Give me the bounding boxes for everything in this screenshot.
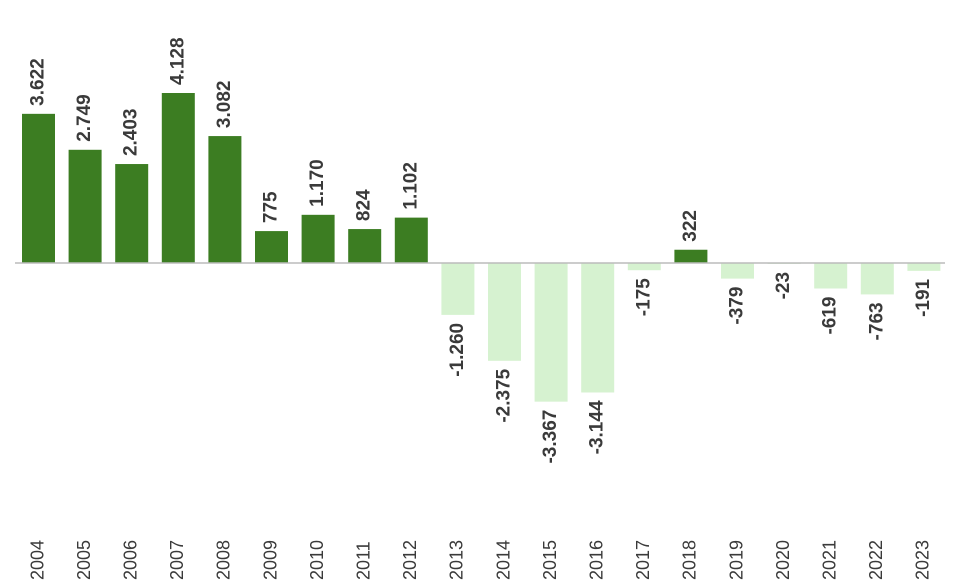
value-label: 1.102	[400, 162, 421, 210]
bar	[674, 249, 708, 263]
value-label: 4.128	[167, 37, 188, 85]
x-tick-label: 2014	[493, 540, 513, 580]
bar	[255, 231, 288, 263]
x-tick-label: 2020	[773, 540, 793, 580]
value-label: -763	[866, 302, 887, 340]
bar	[68, 149, 102, 263]
value-label: 824	[354, 189, 375, 221]
x-tick-label: 2011	[353, 541, 373, 580]
value-label: -3.144	[587, 400, 608, 454]
value-label: -2.375	[494, 368, 515, 422]
bar	[301, 214, 335, 263]
value-label: -379	[727, 287, 748, 325]
x-tick-label: 2006	[120, 540, 140, 580]
bar	[115, 164, 149, 263]
bar	[348, 229, 382, 263]
value-label: -1.260	[447, 323, 468, 377]
x-tick-label: 2023	[913, 540, 933, 580]
bar	[488, 263, 521, 361]
bar	[721, 263, 754, 279]
bar	[161, 93, 195, 263]
x-tick-label: 2015	[540, 540, 560, 580]
bar	[394, 217, 428, 263]
x-tick-label: 2005	[74, 540, 94, 580]
x-tick-label: 2012	[400, 540, 420, 580]
value-label: 775	[261, 191, 282, 223]
bar	[581, 263, 615, 393]
x-tick-label: 2019	[726, 540, 746, 580]
bar	[534, 263, 568, 402]
value-label: -3.367	[540, 410, 561, 464]
value-label: -191	[913, 278, 934, 316]
x-tick-label: 2008	[214, 540, 234, 580]
x-tick-label: 2004	[27, 540, 47, 580]
x-tick-label: 2017	[633, 540, 653, 580]
x-tick-label: 2010	[307, 540, 327, 580]
bar	[627, 263, 661, 271]
value-label: 2.403	[121, 108, 142, 156]
x-tick-label: 2018	[680, 540, 700, 580]
value-label: -619	[820, 296, 841, 334]
bar	[814, 263, 848, 289]
bar	[907, 263, 941, 271]
value-label: -23	[773, 272, 794, 299]
x-tick-label: 2009	[260, 540, 280, 580]
value-label: 3.622	[28, 58, 49, 106]
bar	[22, 113, 55, 263]
bar	[208, 136, 242, 263]
x-tick-label: 2007	[167, 540, 187, 580]
value-label: 322	[680, 210, 701, 242]
x-tick-label: 2016	[586, 540, 606, 580]
value-label: 2.749	[74, 94, 95, 142]
x-tick-label: 2022	[866, 540, 886, 580]
x-tick-label: 2013	[447, 540, 467, 580]
bar	[441, 263, 475, 315]
x-tick-label: 2021	[819, 540, 839, 580]
value-label: -175	[633, 278, 654, 316]
value-label: 3.082	[214, 81, 235, 129]
bar	[860, 263, 894, 295]
value-label: 1.170	[307, 159, 328, 207]
